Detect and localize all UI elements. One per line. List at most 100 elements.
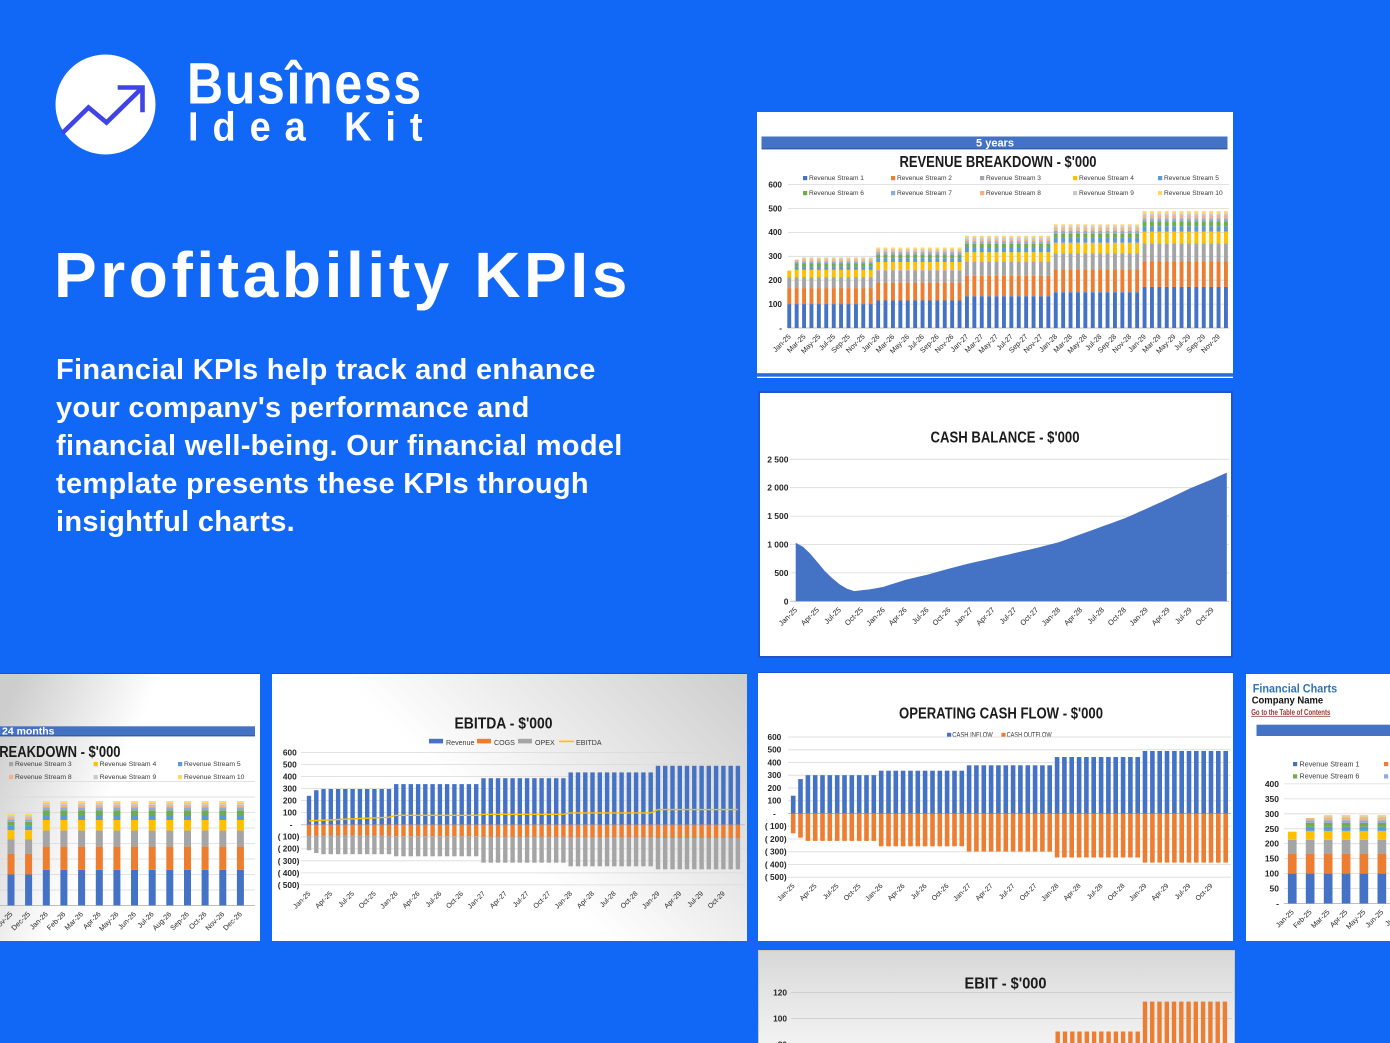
svg-text:Jan-25: Jan-25 [776, 883, 796, 903]
svg-text:120: 120 [773, 987, 787, 997]
svg-text:Sep-26: Sep-26 [168, 909, 191, 932]
svg-text:EBITDA: EBITDA [576, 739, 602, 747]
svg-text:Apr-26: Apr-26 [887, 605, 909, 627]
svg-text:( 200): ( 200) [278, 843, 300, 853]
svg-text:Revenue Stream 3: Revenue Stream 3 [986, 175, 1041, 182]
svg-text:Apr-28: Apr-28 [1062, 883, 1082, 903]
svg-text:100: 100 [773, 1013, 787, 1023]
svg-text:400: 400 [768, 228, 782, 237]
svg-text:Revenue Stream 6: Revenue Stream 6 [1300, 772, 1360, 781]
svg-text:( 400): ( 400) [278, 867, 300, 877]
svg-text:Apr-29: Apr-29 [1150, 605, 1172, 627]
svg-text:50: 50 [1270, 884, 1280, 894]
svg-text:Company Name: Company Name [1252, 696, 1324, 707]
svg-text:200: 200 [283, 795, 297, 805]
svg-text:Oct-26: Oct-26 [445, 890, 465, 910]
svg-text:Jan-29: Jan-29 [1127, 605, 1149, 627]
svg-text:Revenue Stream 7: Revenue Stream 7 [897, 190, 952, 197]
svg-text:( 300): ( 300) [764, 847, 786, 857]
svg-text:( 200): ( 200) [764, 834, 786, 844]
svg-text:Revenue Stream 10: Revenue Stream 10 [1164, 190, 1223, 197]
svg-text:200: 200 [767, 783, 781, 793]
svg-text:300: 300 [1265, 809, 1279, 819]
svg-text:250: 250 [1265, 824, 1279, 834]
svg-text:Jan-28: Jan-28 [1040, 883, 1060, 903]
svg-text:1 000: 1 000 [767, 540, 789, 550]
svg-text:Oct-29: Oct-29 [1194, 605, 1216, 627]
svg-text:500: 500 [767, 745, 781, 755]
svg-text:-: - [1276, 899, 1279, 909]
svg-text:Feb-25: Feb-25 [1291, 908, 1313, 930]
svg-text:CASH INFLOW: CASH INFLOW [952, 732, 993, 739]
svg-text:-: - [290, 819, 293, 829]
svg-text:Jan-29: Jan-29 [1128, 883, 1148, 903]
svg-text:Jan-27: Jan-27 [467, 890, 487, 910]
svg-text:CASH OUTFLOW: CASH OUTFLOW [1006, 732, 1051, 739]
svg-text:Jan-25: Jan-25 [777, 605, 799, 627]
svg-text:Apr-26: Apr-26 [886, 883, 906, 903]
svg-text:Jul-27: Jul-27 [998, 605, 1019, 626]
svg-text:Oct-27: Oct-27 [533, 890, 553, 910]
svg-text:Jul-29: Jul-29 [687, 890, 706, 909]
svg-text:2 000: 2 000 [767, 483, 789, 493]
svg-text:350: 350 [1265, 794, 1279, 804]
svg-text:Mar-26: Mar-26 [63, 909, 85, 931]
svg-text:Oct-28: Oct-28 [1106, 605, 1128, 627]
svg-text:Oct-27: Oct-27 [1018, 605, 1040, 627]
svg-text:100: 100 [768, 300, 782, 309]
svg-text:REVENUE BREAKDOWN - $'000: REVENUE BREAKDOWN - $'000 [0, 744, 121, 761]
svg-text:Jul-26: Jul-26 [425, 890, 444, 909]
svg-text:Revenue Stream 9: Revenue Stream 9 [1079, 190, 1134, 197]
svg-text:( 300): ( 300) [278, 855, 300, 865]
svg-text:400: 400 [767, 757, 781, 767]
svg-text:150: 150 [1265, 854, 1279, 864]
svg-text:OPEX: OPEX [535, 739, 555, 747]
svg-text:Revenue Stream 8: Revenue Stream 8 [986, 190, 1041, 197]
svg-text:-: - [773, 808, 776, 818]
svg-text:Oct-28: Oct-28 [620, 890, 640, 910]
svg-text:Revenue Stream 9: Revenue Stream 9 [100, 774, 157, 781]
svg-text:Jan-26: Jan-26 [864, 605, 886, 627]
svg-text:EBITDA - $'000: EBITDA - $'000 [455, 715, 553, 732]
svg-text:Apr-27: Apr-27 [974, 605, 996, 627]
svg-text:5 years: 5 years [976, 138, 1014, 150]
svg-text:Jan-27: Jan-27 [952, 605, 974, 627]
svg-text:Jul-26: Jul-26 [910, 883, 929, 902]
svg-text:Apr-28: Apr-28 [576, 890, 596, 910]
svg-text:Jul-28: Jul-28 [599, 890, 618, 909]
svg-text:Oct-25: Oct-25 [358, 890, 378, 910]
svg-text:Jul-25: Jul-25 [822, 883, 841, 902]
svg-text:Financial Charts: Financial Charts [1253, 684, 1338, 696]
svg-text:600: 600 [767, 732, 781, 742]
svg-text:Mar-25: Mar-25 [1309, 908, 1331, 930]
svg-text:0: 0 [784, 596, 789, 606]
svg-text:100: 100 [1265, 869, 1279, 879]
svg-text:CASH BALANCE - $'000: CASH BALANCE - $'000 [931, 430, 1080, 447]
svg-text:Apr-25: Apr-25 [798, 883, 818, 903]
svg-text:-: - [779, 324, 782, 333]
svg-text:Apr-25: Apr-25 [314, 890, 334, 910]
svg-text:Apr-28: Apr-28 [1062, 605, 1084, 627]
svg-text:400: 400 [1265, 779, 1279, 789]
svg-text:Jan-25: Jan-25 [292, 890, 312, 910]
svg-text:Oct-25: Oct-25 [843, 605, 865, 627]
svg-text:Oct-28: Oct-28 [1106, 883, 1126, 903]
svg-text:Oct-26: Oct-26 [930, 883, 950, 903]
svg-text:Revenue Stream 1: Revenue Stream 1 [809, 175, 864, 182]
svg-text:Dec-25: Dec-25 [9, 909, 32, 932]
svg-text:Jan-28: Jan-28 [554, 890, 574, 910]
svg-text:Jan-26: Jan-26 [380, 890, 400, 910]
svg-text:Revenue Stream 5: Revenue Stream 5 [1164, 175, 1219, 182]
svg-text:400: 400 [283, 771, 297, 781]
svg-text:Jun-25: Jun-25 [1363, 908, 1385, 930]
svg-text:Revenue Stream 4: Revenue Stream 4 [1079, 175, 1134, 182]
svg-text:Oct-27: Oct-27 [1018, 883, 1038, 903]
svg-text:Revenue Stream 4: Revenue Stream 4 [100, 761, 157, 768]
svg-text:Revenue Stream 5: Revenue Stream 5 [184, 761, 241, 768]
svg-text:Apr-26: Apr-26 [402, 890, 422, 910]
svg-text:100: 100 [767, 796, 781, 806]
svg-text:300: 300 [767, 770, 781, 780]
svg-text:Oct-29: Oct-29 [1194, 883, 1214, 903]
svg-text:Jan-28: Jan-28 [1040, 605, 1062, 627]
svg-text:Apr-29: Apr-29 [663, 890, 683, 910]
